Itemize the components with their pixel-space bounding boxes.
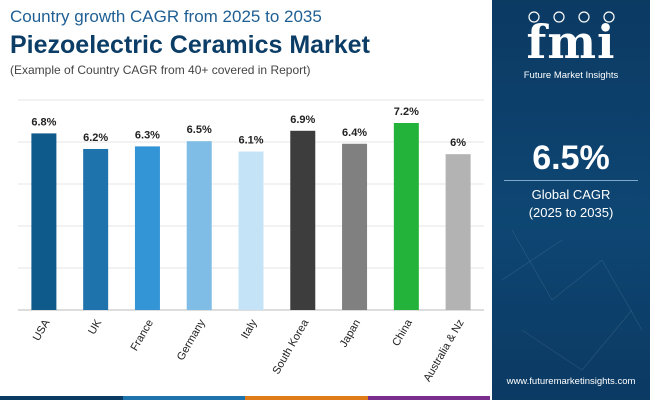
fmi-logo: fmi Future Market Insights (492, 8, 650, 81)
logo-text: Future Market Insights (523, 70, 619, 81)
x-tick-label: Japan (338, 318, 363, 350)
sidebar-texture (501, 229, 643, 371)
data-label: 6.5% (187, 124, 212, 136)
chart-title: Piezoelectric Ceramics Market (10, 31, 370, 59)
header: Country growth CAGR from 2025 to 2035 Pi… (10, 6, 490, 78)
x-tick-label: UK (86, 317, 104, 337)
global-cagr-value: 6.5% (532, 139, 610, 177)
global-cagr-label-line2: (2025 to 2035) (528, 205, 614, 220)
website-link[interactable]: www.futuremarketinsights.com (506, 376, 636, 387)
sidebar: fmi Future Market Insights 6.5% Global C… (492, 0, 650, 400)
bar-japan (342, 143, 368, 310)
bottom-color-strip (0, 396, 490, 400)
bar-usa (31, 133, 57, 310)
data-label: 6.4% (342, 127, 367, 139)
bar-italy (238, 151, 264, 310)
bar-france (134, 146, 160, 310)
logo-mark: fmi (526, 15, 616, 69)
bar-australia-nz (445, 154, 471, 310)
data-label: 6% (450, 137, 466, 149)
data-label: 6.1% (238, 135, 263, 147)
x-tick-label: USA (31, 317, 53, 343)
x-tick-label: Australia & Nz (421, 317, 466, 383)
global-cagr-label: Global CAGR (2025 to 2035) (492, 186, 650, 222)
bar-south-korea (290, 130, 316, 310)
data-label: 6.3% (135, 129, 160, 141)
chart-note: (Example of Country CAGR from 40+ covere… (10, 63, 311, 77)
chart-area: 6.8% USA 6.2% UK 6.3% France 6.5% Germany 6.1% It… (0, 90, 490, 400)
x-tick-label: South Korea (270, 317, 311, 377)
data-label: 6.9% (290, 114, 315, 126)
data-label: 7.2% (394, 106, 419, 118)
x-tick-label: China (390, 317, 415, 349)
x-tick-label: Germany (175, 317, 208, 363)
x-tick-label: France (129, 318, 157, 354)
bar-germany (186, 141, 212, 310)
bar-china (393, 123, 419, 310)
bar-uk (83, 148, 109, 310)
x-tick-label: Italy (239, 317, 260, 341)
global-cagr-label-line1: Global CAGR (531, 187, 611, 202)
data-label: 6.2% (83, 132, 108, 144)
data-label: 6.8% (31, 116, 56, 128)
chart-subtitle: Country growth CAGR from 2025 to 2035 (10, 7, 322, 26)
bar-chart: 6.8% USA 6.2% UK 6.3% France 6.5% Germany 6.1% It… (18, 99, 484, 384)
logo-icons (528, 11, 615, 23)
divider (504, 180, 638, 181)
